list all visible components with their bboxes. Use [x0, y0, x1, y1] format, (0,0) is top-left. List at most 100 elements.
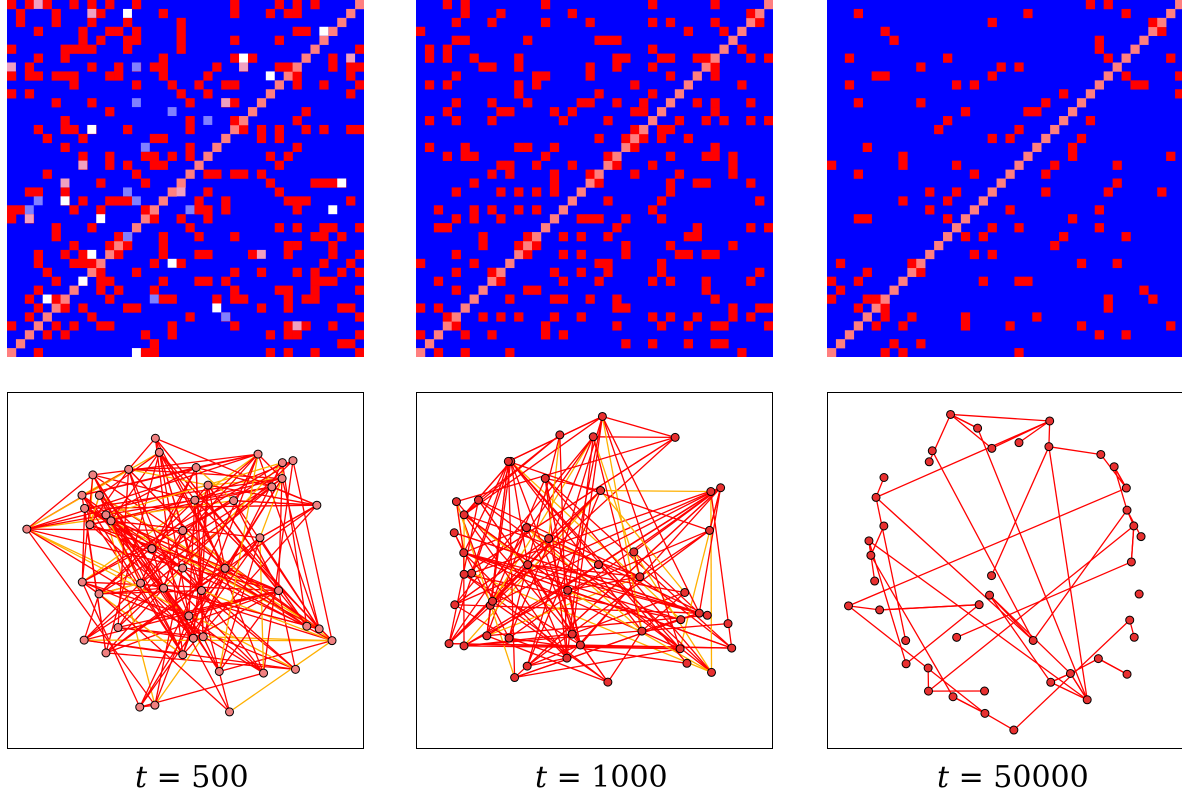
graph-edge: [633, 551, 713, 673]
matrix-cell: [265, 89, 276, 99]
graph-node: [588, 432, 598, 442]
graph-node: [973, 423, 983, 433]
matrix-cell: [719, 44, 729, 54]
graph-edge: [990, 446, 1050, 576]
matrix-cell: [416, 348, 426, 357]
matrix-cell: [221, 205, 231, 215]
matrix-cell: [131, 169, 142, 179]
matrix-cell: [7, 89, 17, 99]
matrix-cell: [827, 276, 837, 286]
matrix-cell: [328, 240, 338, 251]
matrix-cell: [451, 116, 461, 126]
matrix-cell: [194, 276, 204, 286]
matrix-cell: [880, 348, 890, 357]
matrix-cell: [346, 8, 356, 19]
matrix-cell: [648, 339, 658, 349]
matrix-cell: [1005, 205, 1015, 215]
matrix-cell: [1148, 26, 1158, 36]
matrix-cell: [51, 98, 61, 108]
matrix-cell: [355, 330, 364, 340]
matrix-cell: [355, 124, 364, 135]
graph-node: [101, 648, 111, 658]
graph-node: [327, 636, 337, 646]
graph-edge: [510, 460, 682, 621]
matrix-cell: [710, 321, 720, 331]
matrix-cell: [710, 151, 720, 161]
matrix-cell: [549, 107, 560, 117]
matrix-cell: [1166, 8, 1176, 19]
matrix-cell: [683, 80, 693, 90]
graph-edge: [83, 508, 107, 653]
matrix-cell: [7, 348, 17, 357]
graph-edge: [229, 640, 333, 713]
matrix-cell: [871, 71, 881, 81]
matrix-cell: [274, 0, 284, 10]
matrix-cell: [737, 44, 747, 54]
matrix-cell: [131, 267, 142, 277]
matrix-cell: [256, 303, 267, 313]
matrix-cell: [230, 35, 240, 45]
graph-node: [136, 578, 146, 588]
matrix-cell: [105, 196, 115, 206]
matrix-cell: [337, 267, 347, 277]
matrix-cell: [87, 98, 97, 108]
matrix-cell: [33, 348, 43, 357]
graph-edge: [81, 494, 184, 656]
matrix-cell: [328, 178, 338, 188]
matrix-cell: [487, 116, 497, 126]
graph-node: [562, 653, 572, 663]
matrix-cell: [51, 321, 61, 331]
matrix-cell: [451, 267, 461, 277]
matrix-cell: [1032, 107, 1042, 117]
matrix-cell: [176, 214, 186, 224]
matrix-cell: [123, 232, 132, 241]
graph-edge: [105, 462, 283, 516]
graph-edge: [931, 450, 1034, 641]
matrix-cell: [710, 17, 720, 28]
graph-node: [974, 600, 984, 610]
matrix-cell: [827, 160, 837, 170]
graph-node: [987, 443, 997, 453]
matrix-cell: [835, 258, 846, 269]
matrix-cell: [540, 0, 551, 10]
matrix-cell: [1121, 232, 1131, 242]
matrix-cell: [105, 107, 115, 117]
matrix-cell: [862, 142, 872, 153]
graph-edge: [950, 413, 978, 429]
matrix-cell: [131, 35, 142, 45]
matrix-cell: [292, 240, 302, 251]
graph-edge: [633, 551, 700, 614]
matrix-cell: [683, 249, 693, 260]
matrix-cell: [60, 330, 70, 340]
matrix-cell: [78, 258, 88, 269]
matrix-cell: [746, 178, 756, 188]
graph-edge: [207, 484, 226, 569]
matrix-cell: [149, 294, 159, 304]
graph-node: [178, 525, 188, 535]
matrix-cell: [612, 294, 622, 304]
matrix-cell: [292, 196, 302, 206]
matrix-cell: [1076, 258, 1087, 269]
matrix-cell: [149, 151, 160, 161]
matrix-cell: [523, 35, 533, 45]
graph-node: [459, 641, 469, 651]
matrix-cell: [51, 303, 61, 313]
matrix-cell: [131, 80, 142, 90]
matrix-cell: [862, 267, 872, 277]
matrix-cell: [764, 0, 773, 10]
matrix-cell: [558, 205, 569, 215]
matrix-cell: [1139, 80, 1149, 90]
matrix-cell: [87, 249, 97, 259]
matrix-cell: [549, 267, 560, 277]
matrix-cell: [292, 223, 302, 233]
matrix-cell: [460, 142, 470, 153]
matrix-cell: [114, 71, 124, 81]
graph-node: [450, 600, 460, 610]
graph-edge: [194, 499, 333, 642]
graph-edge: [567, 589, 732, 649]
matrix-cell: [416, 330, 426, 340]
matrix-cell: [1085, 116, 1096, 126]
matrix-cell: [478, 62, 488, 72]
matrix-cell: [764, 321, 773, 331]
matrix-cell: [496, 8, 506, 19]
